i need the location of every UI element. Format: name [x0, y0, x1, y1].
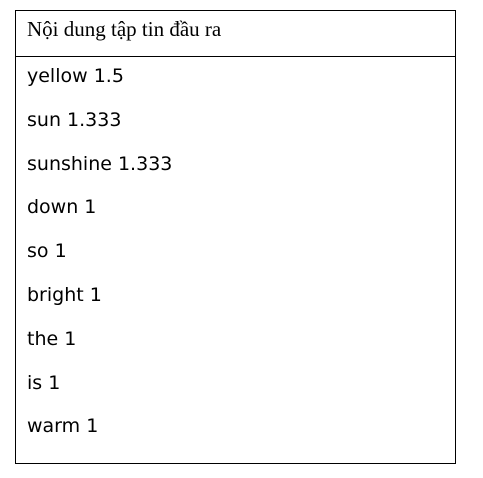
output-line: the 1	[27, 327, 77, 350]
output-line: down 1	[27, 196, 97, 219]
table-body: yellow 1.5 sun 1.333 sunshine 1.333 down…	[16, 57, 455, 463]
output-line: yellow 1.5	[27, 65, 124, 87]
output-line: sun 1.333	[27, 108, 122, 131]
output-line: warm 1	[27, 415, 99, 438]
table-header: Nội dung tập tin đầu ra	[16, 11, 455, 57]
output-file-table: Nội dung tập tin đầu ra yellow 1.5 sun 1…	[15, 10, 456, 465]
output-line: bright 1	[27, 283, 102, 306]
output-line: sunshine 1.333	[27, 152, 173, 175]
output-line: is 1	[27, 371, 61, 394]
output-line: so 1	[27, 240, 67, 263]
